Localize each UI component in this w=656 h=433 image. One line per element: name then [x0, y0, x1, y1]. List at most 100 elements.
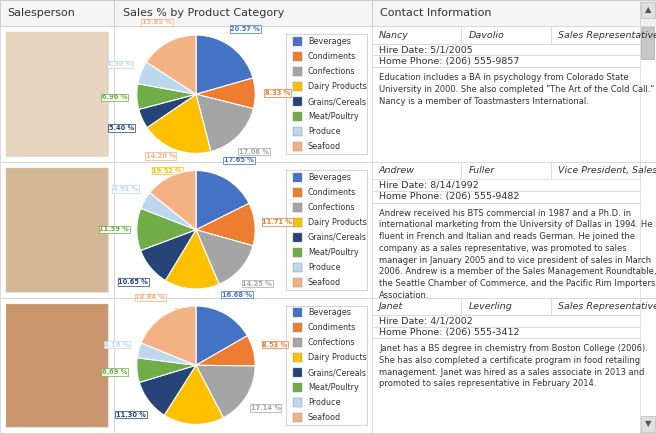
Text: Sales % by Product Category: Sales % by Product Category [123, 8, 284, 18]
Text: 17.06 %: 17.06 % [239, 149, 269, 155]
Text: Leverling: Leverling [468, 302, 512, 311]
Text: Condiments: Condiments [308, 323, 356, 333]
Bar [640, 0, 656, 433]
Text: Home Phone: (206) 555-9482: Home Phone: (206) 555-9482 [379, 192, 520, 201]
Text: Hire Date: 8/14/1992: Hire Date: 8/14/1992 [379, 181, 479, 190]
Text: 4.16 %: 4.16 % [104, 342, 130, 348]
Bar [293, 97, 302, 106]
Text: Meat/Poultry: Meat/Poultry [308, 112, 359, 121]
Bar [6, 168, 108, 291]
Text: 10.65 %: 10.65 % [118, 279, 148, 285]
Bar [6, 304, 108, 427]
Bar [293, 142, 302, 151]
Wedge shape [196, 94, 253, 152]
Text: Hire Date: 5/1/2005: Hire Date: 5/1/2005 [379, 45, 473, 54]
Bar [641, 416, 655, 432]
Wedge shape [137, 208, 196, 251]
Bar [372, 26, 461, 44]
Bar [293, 398, 302, 407]
Text: Seafood: Seafood [308, 142, 341, 151]
Wedge shape [137, 343, 196, 365]
Bar [293, 188, 302, 197]
Text: 20.57 %: 20.57 % [230, 26, 260, 32]
Wedge shape [196, 171, 249, 230]
Bar [372, 162, 461, 180]
Bar [293, 203, 302, 212]
Text: Grains/Cereals: Grains/Cereals [308, 233, 367, 242]
Text: 11.59 %: 11.59 % [99, 226, 129, 232]
Wedge shape [196, 35, 253, 94]
Text: Andrew received his BTS commercial in 1987 and a Ph.D. in
international marketin: Andrew received his BTS commercial in 19… [379, 209, 656, 300]
Bar [372, 180, 640, 191]
Wedge shape [150, 171, 196, 230]
Wedge shape [140, 230, 196, 281]
Text: Condiments: Condiments [308, 52, 356, 61]
Bar [0, 0, 114, 26]
Bar [372, 55, 640, 67]
Text: Confections: Confections [308, 338, 356, 347]
Text: Condiments: Condiments [308, 188, 356, 197]
Text: Seafood: Seafood [308, 278, 341, 287]
Text: 8.33 %: 8.33 % [265, 90, 291, 96]
Bar [114, 0, 372, 26]
Bar [372, 338, 640, 433]
Text: Vice President, Sales: Vice President, Sales [558, 166, 656, 175]
Bar [293, 413, 302, 422]
Text: Beverages: Beverages [308, 38, 351, 46]
Wedge shape [139, 94, 196, 128]
Bar [293, 262, 302, 271]
Text: Dairy Products: Dairy Products [308, 82, 367, 91]
Bar [293, 308, 302, 317]
Bar [372, 203, 640, 297]
Bar [293, 368, 302, 377]
Bar [293, 127, 302, 136]
Bar [372, 162, 656, 297]
Bar [372, 315, 640, 326]
Bar [372, 0, 656, 26]
Bar [6, 168, 108, 291]
Bar [372, 44, 640, 55]
Bar [293, 323, 302, 333]
Bar [286, 170, 367, 290]
Text: Seafood: Seafood [308, 413, 341, 422]
Bar [293, 338, 302, 347]
Text: 4.91 %: 4.91 % [113, 186, 138, 192]
Bar [293, 82, 302, 91]
Wedge shape [137, 358, 196, 382]
Text: 18.84 %: 18.84 % [135, 294, 165, 301]
Bar [293, 68, 302, 76]
Wedge shape [137, 84, 196, 110]
Bar [6, 304, 108, 427]
Text: Contact Information: Contact Information [380, 8, 491, 18]
Wedge shape [164, 365, 224, 424]
Text: Produce: Produce [308, 398, 340, 407]
Bar [372, 297, 656, 433]
Wedge shape [196, 306, 247, 365]
Wedge shape [138, 62, 196, 94]
Bar [114, 297, 372, 433]
Text: Dairy Products: Dairy Products [308, 218, 367, 227]
Text: 19.52 %: 19.52 % [152, 168, 182, 174]
Text: Education includes a BA in psychology from Colorado State
University in 2000. Sh: Education includes a BA in psychology fr… [379, 73, 654, 106]
Text: Produce: Produce [308, 262, 340, 271]
Text: 16.68 %: 16.68 % [222, 291, 252, 297]
Bar [293, 38, 302, 46]
Wedge shape [141, 306, 196, 365]
Text: Nancy: Nancy [379, 31, 409, 40]
Bar [550, 297, 640, 315]
Text: Sales Representative: Sales Representative [558, 31, 656, 40]
Text: Dairy Products: Dairy Products [308, 353, 367, 362]
Bar [286, 306, 367, 425]
Text: 11.71 %: 11.71 % [262, 219, 293, 225]
Wedge shape [196, 336, 255, 366]
Bar [461, 297, 550, 315]
Bar [0, 297, 114, 433]
Bar [372, 297, 461, 315]
Text: ▼: ▼ [645, 419, 651, 428]
Text: Janet has a BS degree in chemistry from Boston College (2006).
She has also comp: Janet has a BS degree in chemistry from … [379, 344, 648, 388]
Text: Grains/Cereals: Grains/Cereals [308, 97, 367, 106]
Text: Meat/Poultry: Meat/Poultry [308, 383, 359, 392]
Bar [293, 173, 302, 182]
Text: Sales Representative: Sales Representative [558, 302, 656, 311]
Bar [293, 218, 302, 227]
